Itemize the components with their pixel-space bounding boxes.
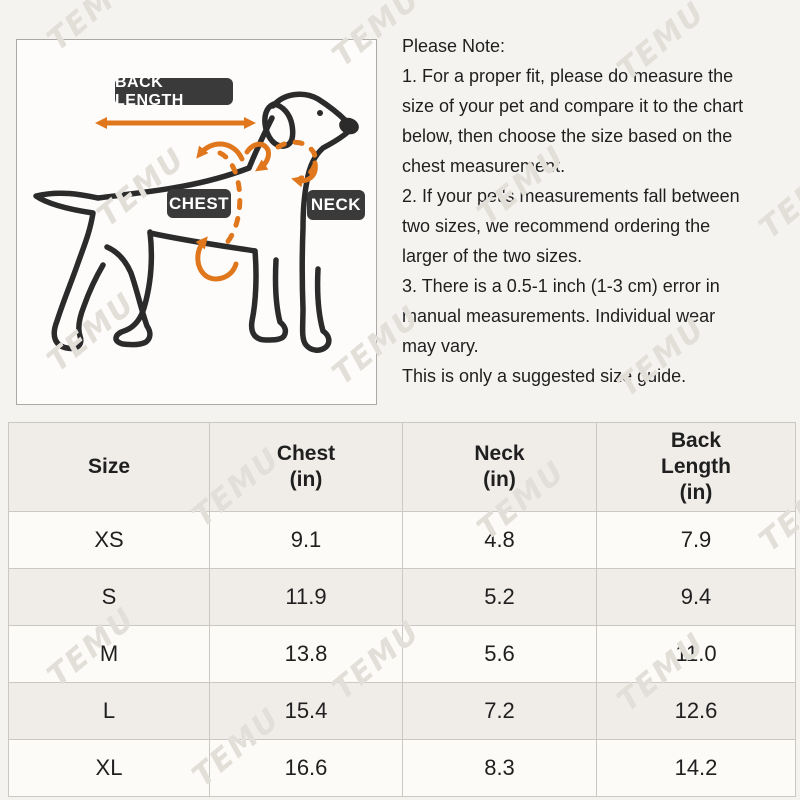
dog-illustration-svg	[33, 91, 359, 353]
table-row: M 13.8 5.6 11.0	[8, 625, 796, 683]
cell-neck: 4.8	[402, 511, 597, 569]
cell-back-length: 14.2	[596, 739, 796, 797]
table-row: S 11.9 5.2 9.4	[8, 568, 796, 626]
table-row: L 15.4 7.2 12.6	[8, 682, 796, 740]
cell-chest: 15.4	[209, 682, 403, 740]
cell-size: S	[8, 568, 210, 626]
dog-illustration	[33, 91, 359, 353]
table-row: XL 16.6 8.3 14.2	[8, 739, 796, 797]
dog-eye-icon	[317, 110, 323, 116]
cell-chest: 9.1	[209, 511, 403, 569]
cell-neck: 8.3	[402, 739, 597, 797]
dog-throat-frontleg-path	[299, 128, 352, 353]
dog-nose-icon	[339, 117, 359, 135]
cell-neck: 5.6	[402, 625, 597, 683]
dog-head-top-path	[270, 91, 349, 124]
dog-near-hindleg-path	[104, 229, 155, 348]
size-chart-table: Size Chest (in) Neck (in) Back Length (i…	[8, 422, 796, 797]
cell-size: XL	[8, 739, 210, 797]
note-block: Please Note: 1. For a proper fit, please…	[402, 31, 796, 391]
column-header: Back Length (in)	[596, 422, 796, 512]
cell-chest: 11.9	[209, 568, 403, 626]
cell-back-length: 9.4	[596, 568, 796, 626]
cell-neck: 7.2	[402, 682, 597, 740]
dog-back-tail-hindleg-path	[33, 165, 252, 352]
chest-label: CHEST	[167, 189, 231, 218]
table-row: XS 9.1 4.8 7.9	[8, 511, 796, 569]
dog-far-frontleg-path	[248, 248, 289, 343]
neck-label: NECK	[307, 190, 365, 220]
column-header: Chest (in)	[209, 422, 403, 512]
table-body: XS 9.1 4.8 7.9 S 11.9 5.2 9.4 M 13.8 5.6	[8, 511, 796, 797]
cell-chest: 13.8	[209, 625, 403, 683]
cell-back-length: 7.9	[596, 511, 796, 569]
column-header: Neck (in)	[402, 422, 597, 512]
column-header: Size	[8, 422, 210, 512]
dog-measurement-diagram: BACK LENGTH CHEST NECK	[16, 39, 377, 405]
cell-back-length: 12.6	[596, 682, 796, 740]
cell-neck: 5.2	[402, 568, 597, 626]
chest-measure-icon	[195, 141, 271, 282]
cell-size: M	[8, 625, 210, 683]
cell-chest: 16.6	[209, 739, 403, 797]
neck-measure-icon	[275, 139, 318, 188]
table-header-row: Size Chest (in) Neck (in) Back Length (i…	[8, 422, 796, 512]
cell-size: L	[8, 682, 210, 740]
note-body: 1. For a proper fit, please do measure t…	[402, 66, 744, 386]
cell-size: XS	[8, 511, 210, 569]
back-length-label: BACK LENGTH	[115, 74, 233, 109]
cell-back-length: 11.0	[596, 625, 796, 683]
note-title: Please Note:	[402, 36, 506, 56]
